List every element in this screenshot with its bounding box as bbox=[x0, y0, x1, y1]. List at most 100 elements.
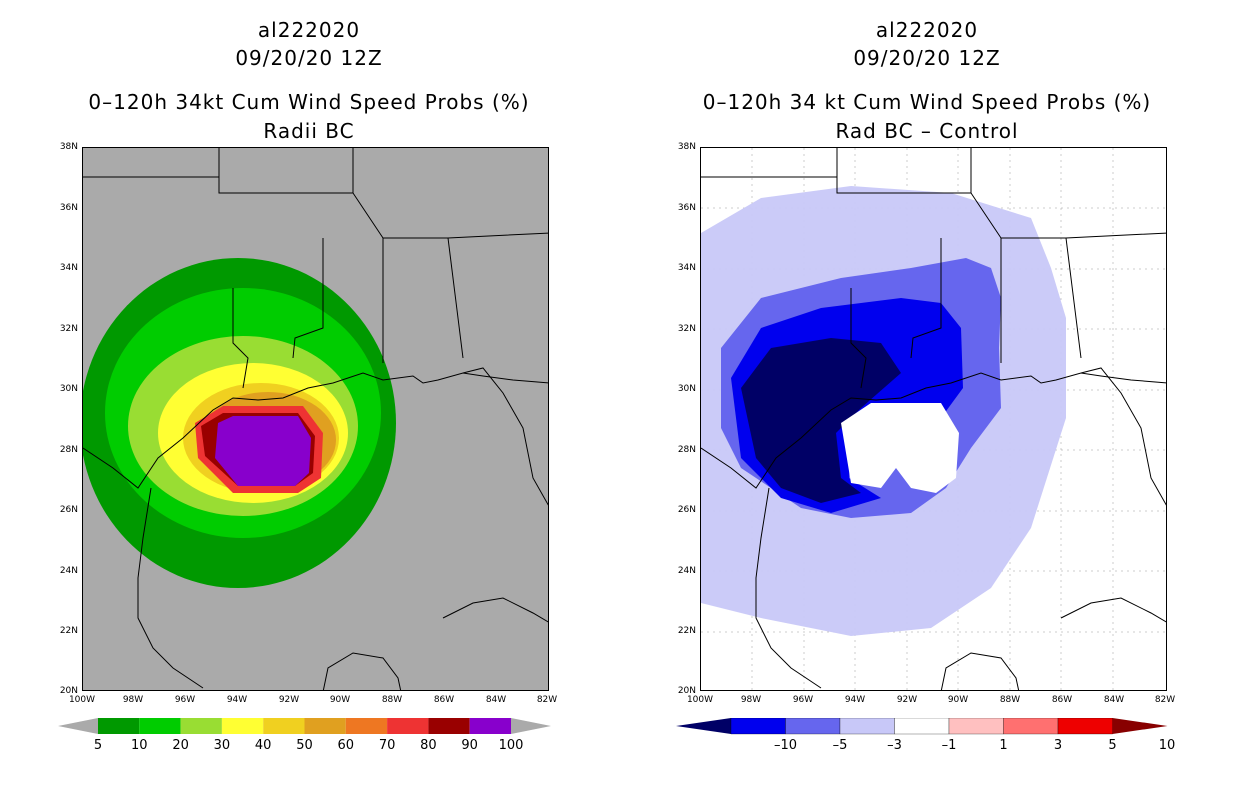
colorbar-swatch bbox=[221, 718, 264, 734]
colorbar-tick-label: 30 bbox=[213, 738, 231, 753]
lon-label: 84W bbox=[485, 695, 507, 705]
lat-label: 38N bbox=[59, 142, 78, 152]
colorbar-swatch bbox=[387, 718, 429, 734]
colorbar-swatch bbox=[948, 718, 1004, 735]
lat-label: 38N bbox=[677, 142, 696, 152]
colorbar-swatch bbox=[785, 718, 841, 735]
colorbar bbox=[676, 718, 1168, 735]
mexico-coast bbox=[137, 487, 204, 689]
colorbar-tick-label: 1 bbox=[999, 738, 1008, 753]
diff-minus10 bbox=[741, 338, 901, 503]
storm-id: al222020 bbox=[875, 18, 979, 42]
lat-label: 20N bbox=[677, 686, 696, 696]
storm-id: al222020 bbox=[257, 18, 361, 42]
colorbar-tick-label: 20 bbox=[172, 738, 189, 753]
lon-label: 92W bbox=[896, 695, 918, 705]
colorbar bbox=[58, 718, 551, 734]
lat-label: 34N bbox=[677, 263, 696, 273]
lon-label: 96W bbox=[174, 695, 196, 705]
product-title: 0–120h 34 kt Cum Wind Speed Probs (%) bbox=[702, 90, 1152, 114]
colorbar-swatch bbox=[98, 718, 140, 734]
lat-label: 28N bbox=[59, 445, 78, 455]
colorbar-tick-label: –5 bbox=[832, 738, 848, 753]
lon-label: 100W bbox=[686, 695, 714, 705]
colorbar-tick-label: 40 bbox=[254, 738, 272, 753]
colorbar-tick-label: 5 bbox=[1108, 738, 1117, 753]
colorbar-swatch bbox=[730, 718, 786, 735]
colorbar-swatch bbox=[469, 718, 511, 734]
colorbar-swatch bbox=[894, 718, 950, 735]
colorbar-tick-label: 50 bbox=[296, 738, 313, 753]
product-subtitle: Rad BC – Control bbox=[835, 119, 1019, 143]
yucatan bbox=[322, 652, 402, 690]
lon-label: 98W bbox=[740, 695, 762, 705]
colorbar-tick-label: 70 bbox=[378, 738, 396, 753]
colorbar-tick-label: 5 bbox=[93, 738, 103, 753]
colorbar-swatch bbox=[304, 718, 346, 734]
lat-label: 30N bbox=[59, 384, 78, 394]
coastline bbox=[83, 372, 548, 489]
lat-label: 36N bbox=[59, 203, 78, 213]
lat-label: 32N bbox=[677, 324, 696, 334]
colorbar-tick-label: 90 bbox=[461, 738, 478, 753]
colorbar-swatch bbox=[180, 718, 222, 734]
prob-100 bbox=[215, 416, 311, 486]
lat-label: 36N bbox=[677, 203, 696, 213]
product-subtitle: Radii BC bbox=[263, 119, 355, 143]
lat-label: 30N bbox=[677, 384, 696, 394]
colorbar-swatch bbox=[345, 718, 388, 734]
lat-label: 26N bbox=[59, 505, 78, 515]
lon-label: 86W bbox=[1051, 695, 1073, 705]
colorbar-overflow bbox=[1112, 718, 1168, 734]
lat-label: 28N bbox=[677, 445, 696, 455]
colorbar-swatch bbox=[1057, 718, 1113, 735]
probability-map bbox=[82, 147, 549, 691]
lat-label: 24N bbox=[677, 566, 696, 576]
lon-label: 88W bbox=[999, 695, 1021, 705]
init-time: 09/20/20 12Z bbox=[853, 46, 1001, 70]
left-panel: al222020 09/20/20 12Z 0–120h 34kt Cum Wi… bbox=[58, 18, 558, 753]
lat-label: 34N bbox=[59, 263, 78, 273]
lat-label: 26N bbox=[677, 505, 696, 515]
lon-label: 82W bbox=[536, 695, 558, 705]
right-panel: al222020 09/20/20 12Z 0–120h 34 kt Cum W… bbox=[618, 0, 1236, 800]
colorbar-tick-label: 80 bbox=[420, 738, 437, 753]
colorbar-tick-label: –10 bbox=[773, 738, 798, 753]
lon-label: 94W bbox=[226, 695, 248, 705]
lon-label: 96W bbox=[792, 695, 814, 705]
colorbar-swatch bbox=[428, 718, 470, 734]
lat-label: 32N bbox=[59, 324, 78, 334]
cuba bbox=[442, 597, 548, 623]
colorbar-swatch bbox=[1003, 718, 1059, 735]
lon-label: 100W bbox=[68, 695, 96, 705]
colorbar-tick-label: 10 bbox=[1158, 738, 1176, 753]
florida-coast bbox=[462, 367, 548, 506]
colorbar-underflow bbox=[676, 718, 731, 734]
difference-map bbox=[700, 147, 1167, 691]
colorbar-swatch bbox=[839, 718, 895, 735]
state-borders bbox=[83, 148, 548, 389]
colorbar-overflow bbox=[511, 718, 551, 734]
lon-label: 82W bbox=[1154, 695, 1176, 705]
lon-label: 92W bbox=[278, 695, 300, 705]
colorbar-tick-label: 10 bbox=[131, 738, 148, 753]
colorbar-tick-label: 60 bbox=[337, 738, 355, 753]
colorbar-swatch bbox=[263, 718, 305, 734]
lon-label: 88W bbox=[381, 695, 403, 705]
colorbar-underflow bbox=[58, 718, 98, 734]
colorbar-tick-label: –1 bbox=[941, 738, 957, 753]
diff-zero bbox=[841, 403, 959, 493]
product-title: 0–120h 34kt Cum Wind Speed Probs (%) bbox=[88, 90, 530, 114]
lat-label: 22N bbox=[677, 626, 696, 636]
lon-label: 90W bbox=[947, 695, 969, 705]
colorbar-tick-label: –3 bbox=[887, 738, 902, 753]
lon-label: 84W bbox=[1103, 695, 1125, 705]
lat-label: 24N bbox=[59, 566, 78, 576]
colorbar-tick-label: 100 bbox=[498, 738, 524, 753]
lon-label: 86W bbox=[433, 695, 455, 705]
colorbar-swatch bbox=[139, 718, 181, 734]
lon-label: 94W bbox=[844, 695, 866, 705]
lat-label: 20N bbox=[59, 686, 78, 696]
lon-label: 98W bbox=[122, 695, 144, 705]
lat-label: 22N bbox=[59, 626, 78, 636]
